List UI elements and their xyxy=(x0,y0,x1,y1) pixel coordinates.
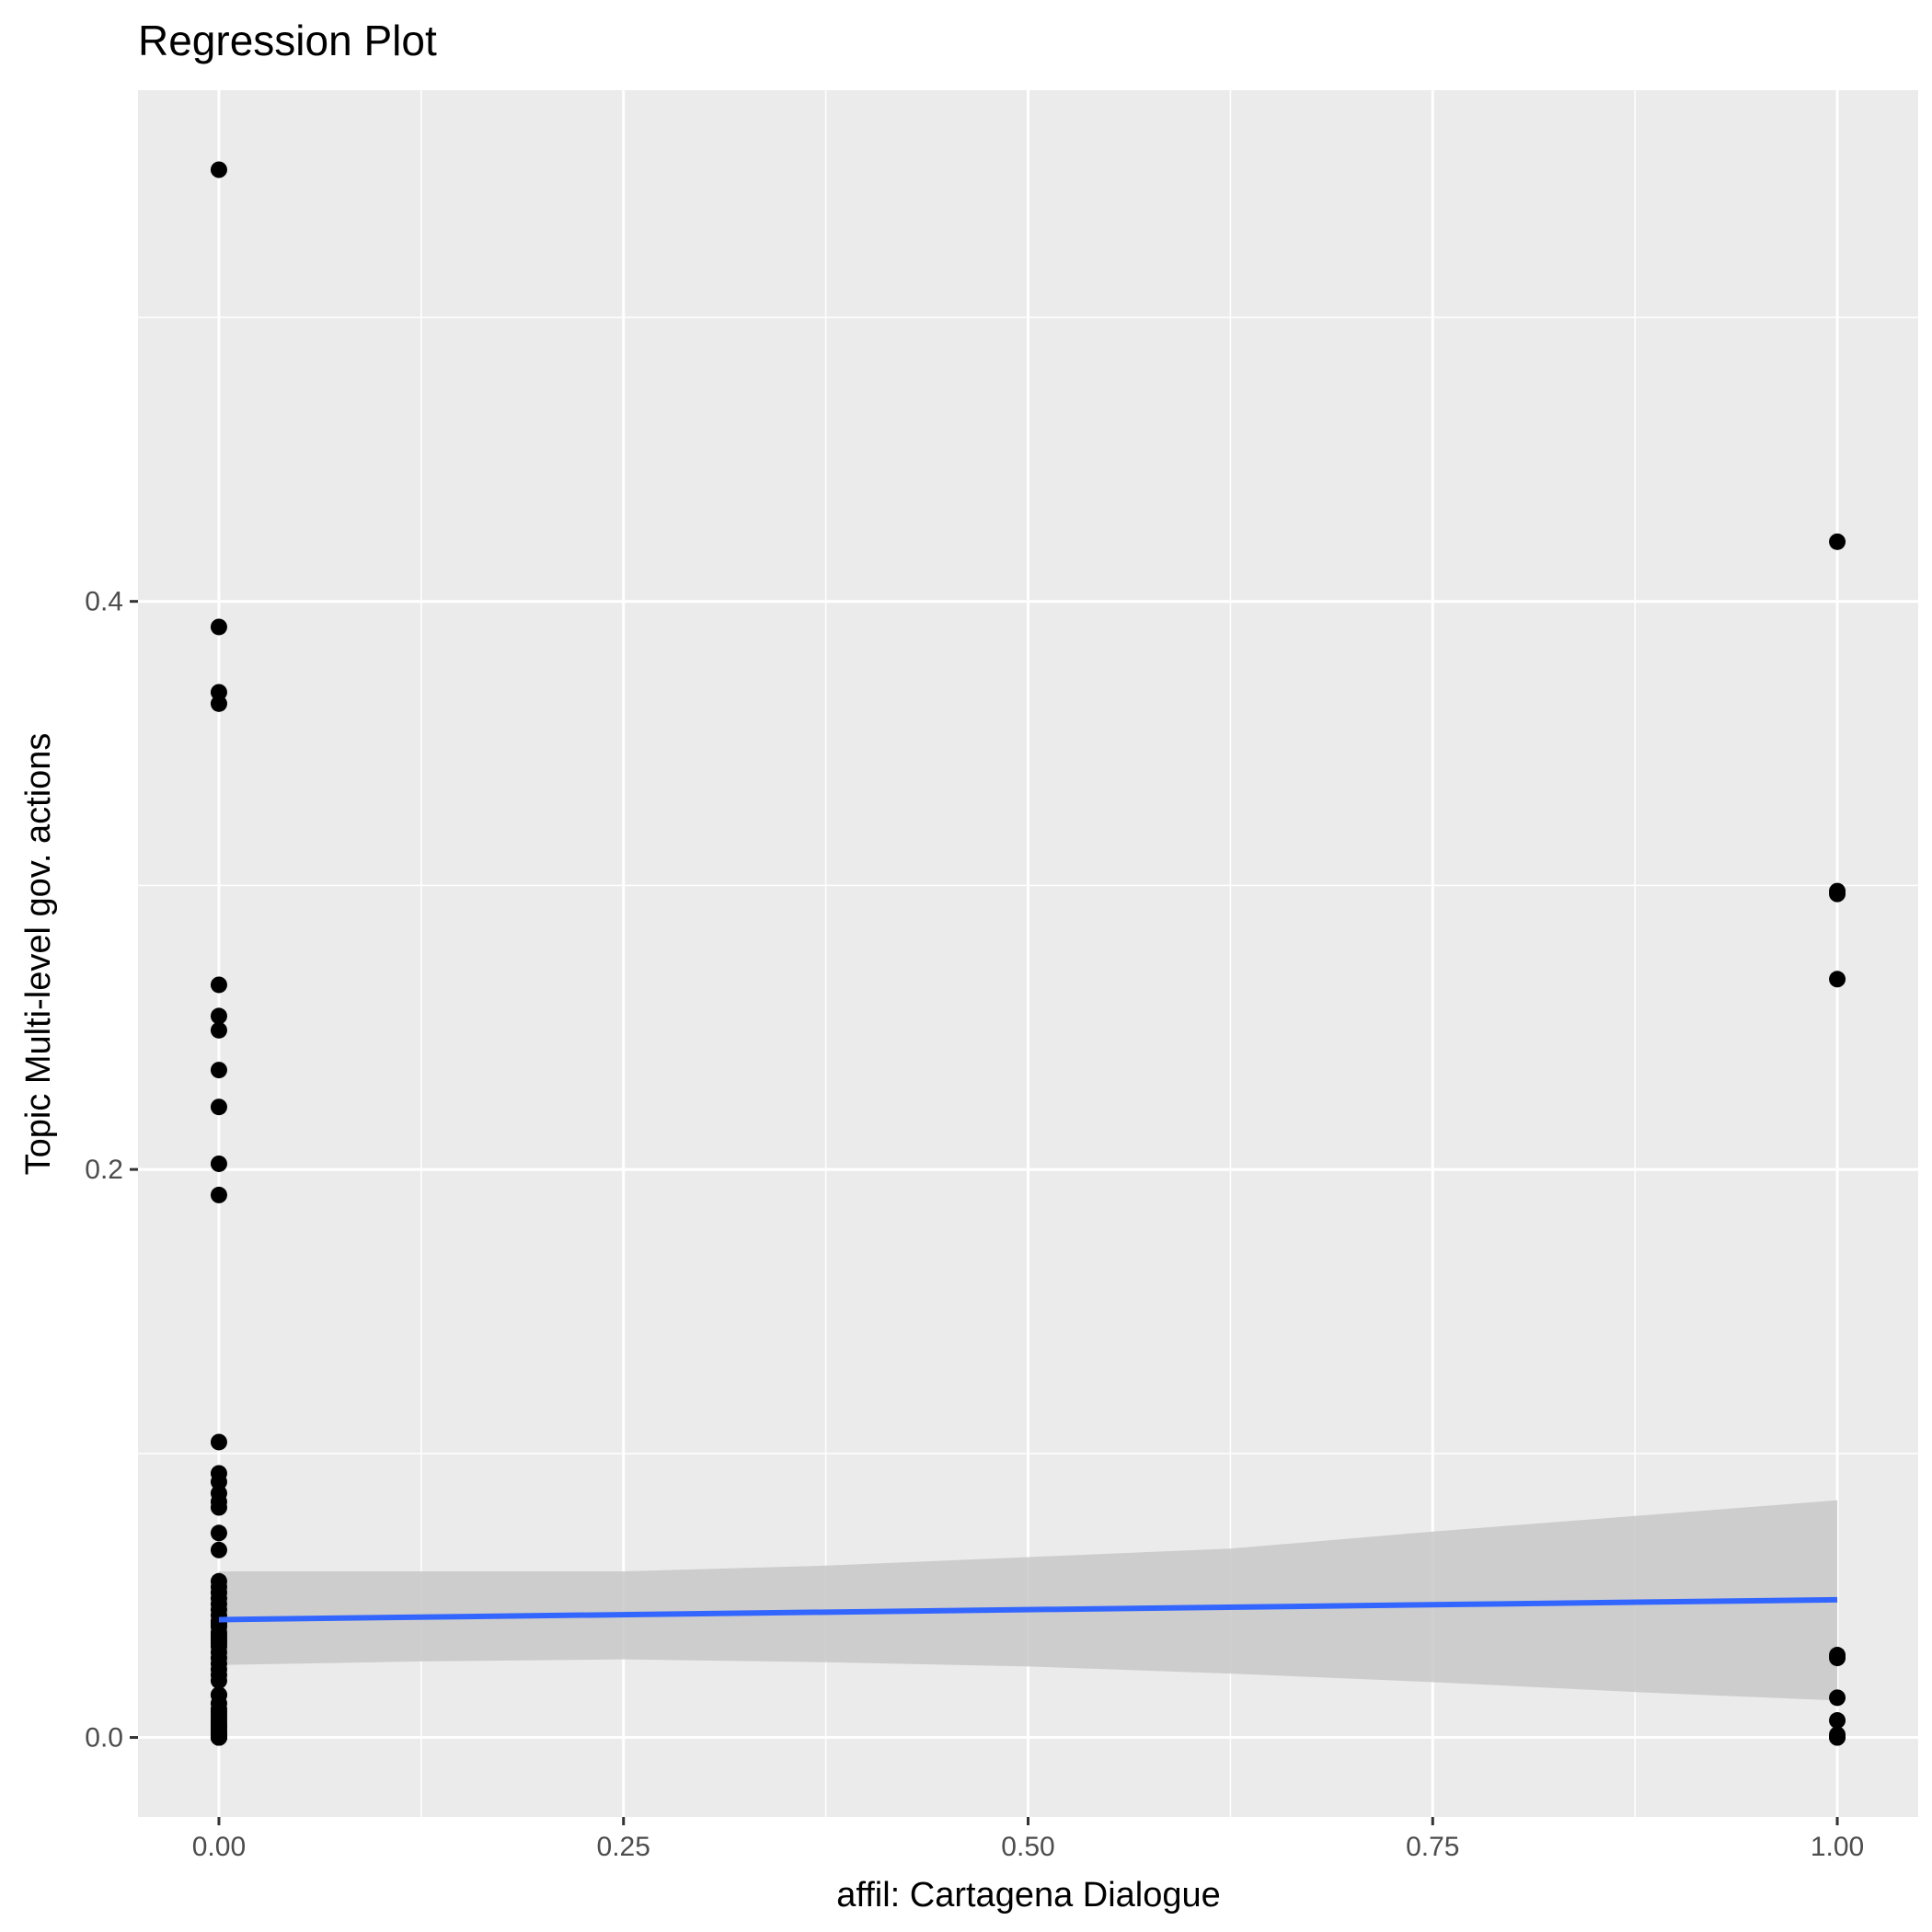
data-point xyxy=(210,1433,227,1451)
x-axis-title: affil: Cartagena Dialogue xyxy=(836,1876,1221,1915)
data-point xyxy=(210,1729,227,1746)
data-point xyxy=(210,976,227,994)
data-point xyxy=(210,1499,227,1516)
data-point xyxy=(210,1541,227,1558)
y-axis: 0.0 0.2 0.4 xyxy=(85,587,138,1754)
data-point xyxy=(210,1098,227,1116)
confidence-band xyxy=(218,1500,1838,1701)
scatter-points xyxy=(210,161,1846,1746)
data-point xyxy=(1829,971,1846,988)
data-point xyxy=(210,1007,227,1025)
y-tick-label: 0.2 xyxy=(85,1155,123,1185)
x-tick-label: 0.75 xyxy=(1406,1832,1459,1862)
regression-line xyxy=(218,1596,1838,1623)
x-tick-label: 0.25 xyxy=(597,1832,650,1862)
data-point xyxy=(210,1473,227,1490)
data-point xyxy=(1829,1689,1846,1707)
data-point xyxy=(1829,1712,1846,1730)
x-tick-label: 1.00 xyxy=(1811,1832,1864,1862)
data-point xyxy=(210,618,227,636)
data-point xyxy=(210,161,227,178)
data-point xyxy=(210,684,227,701)
data-point xyxy=(210,695,227,712)
y-tick-label: 0.0 xyxy=(85,1723,123,1754)
x-axis: 0.00 0.25 0.50 0.75 1.00 xyxy=(192,1817,1864,1862)
x-tick-label: 0.50 xyxy=(1001,1832,1054,1862)
data-point xyxy=(210,1062,227,1079)
data-point xyxy=(1829,1729,1846,1746)
data-point xyxy=(1829,885,1846,903)
x-tick-label: 0.00 xyxy=(192,1832,246,1862)
y-tick-label: 0.4 xyxy=(85,587,123,617)
major-gridlines xyxy=(138,90,1918,1817)
data-point xyxy=(210,1021,227,1039)
data-point xyxy=(210,1524,227,1542)
data-point xyxy=(210,1686,227,1704)
data-point xyxy=(210,1155,227,1172)
y-axis-title: Topic Multi-level gov. actions xyxy=(19,733,58,1176)
data-point xyxy=(210,1186,227,1203)
data-point xyxy=(210,1672,227,1689)
data-point xyxy=(1829,533,1846,550)
data-point xyxy=(1829,1650,1846,1667)
chart-title: Regression Plot xyxy=(138,17,437,64)
